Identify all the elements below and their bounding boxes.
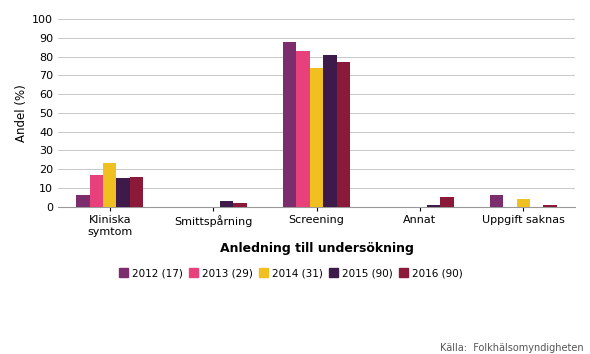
Bar	[517, 199, 530, 207]
Bar	[130, 177, 143, 207]
Bar	[283, 41, 296, 207]
Bar	[337, 62, 350, 207]
Bar	[543, 205, 557, 207]
Bar	[116, 178, 130, 207]
Bar	[427, 205, 440, 207]
Bar	[440, 197, 454, 207]
Bar	[220, 201, 233, 207]
Bar	[490, 195, 503, 207]
X-axis label: Anledning till undersökning: Anledning till undersökning	[219, 242, 414, 255]
Bar	[296, 51, 310, 207]
Bar	[103, 164, 116, 207]
Legend: 2012 (17), 2013 (29), 2014 (31), 2015 (90), 2016 (90): 2012 (17), 2013 (29), 2014 (31), 2015 (9…	[119, 268, 463, 278]
Bar	[90, 175, 103, 207]
Text: Källa:  Folkhälsomyndigheten: Källa: Folkhälsomyndigheten	[441, 343, 584, 353]
Bar	[76, 195, 90, 207]
Y-axis label: Andel (%): Andel (%)	[15, 84, 28, 142]
Bar	[233, 203, 247, 207]
Bar	[310, 68, 323, 207]
Bar	[323, 55, 337, 207]
